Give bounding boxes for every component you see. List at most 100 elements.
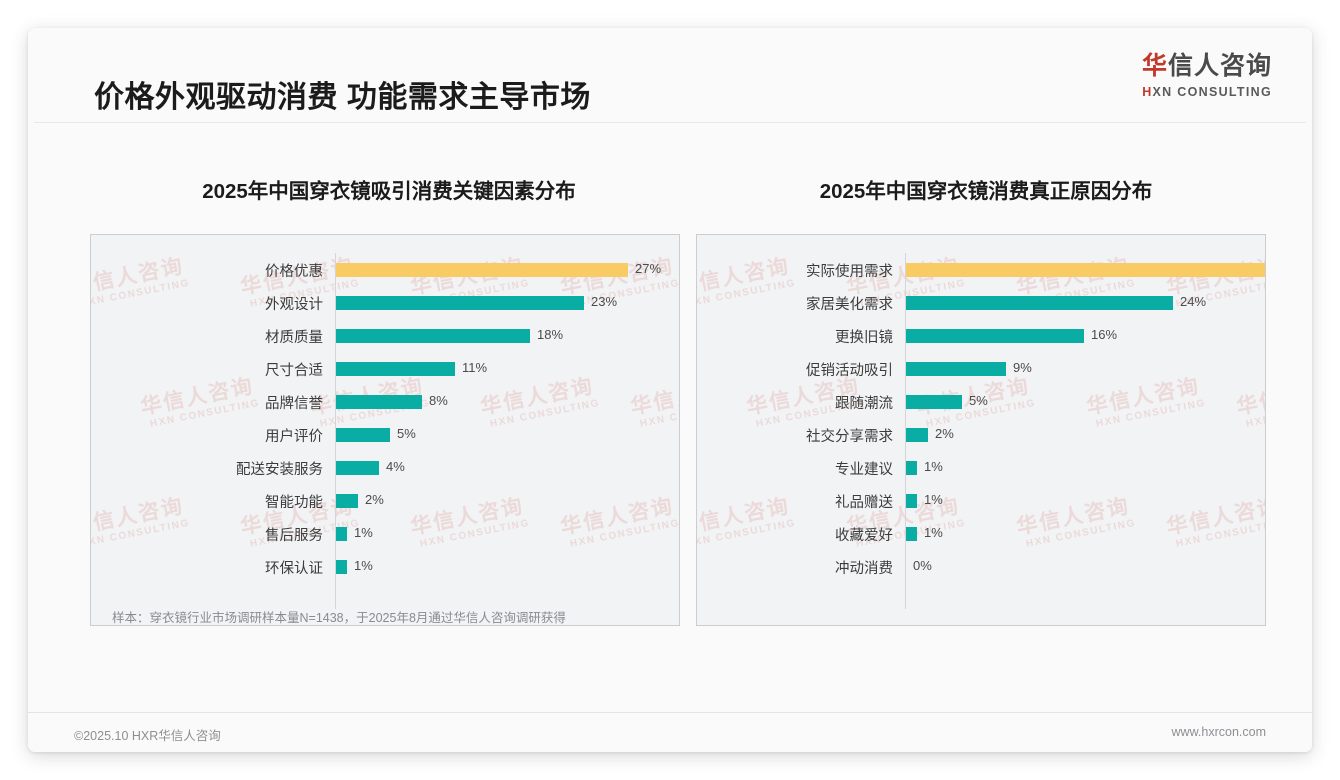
bar-category-label: 跟随潮流 (835, 396, 893, 412)
bar-value-label: 8% (429, 393, 448, 408)
bar-row: 用户评价 5% (91, 422, 679, 448)
bar-category-label: 社交分享需求 (806, 429, 893, 445)
bar-segment (336, 494, 358, 508)
bar-value-label: 16% (1091, 327, 1118, 342)
bar-row: 促销活动吸引 9% (697, 356, 1265, 382)
bar-row: 冲动消费 0% (697, 554, 1265, 580)
bar-category-label: 家居美化需求 (806, 297, 893, 313)
bar-segment (906, 461, 917, 475)
bar-segment (906, 494, 917, 508)
bar-row: 社交分享需求 2% (697, 422, 1265, 448)
bar-row: 收藏爱好 1% (697, 521, 1265, 547)
bar-category-label: 外观设计 (265, 297, 323, 313)
chart-title-right: 2025年中国穿衣镜消费真正原因分布 (819, 180, 1153, 203)
bar-row: 环保认证 1% (91, 554, 679, 580)
bar-category-label: 专业建议 (835, 462, 893, 478)
website-url[interactable]: www.hxrcon.com (1171, 725, 1266, 739)
bar-row: 材质质量 18% (91, 323, 679, 349)
bar-segment (906, 263, 1265, 277)
slide-footer: ©2025.10 HXR华信人咨询 www.hxrcon.com (28, 712, 1312, 752)
bar-row: 智能功能 2% (91, 488, 679, 514)
bar-category-label: 冲动消费 (835, 561, 893, 577)
bar-row: 更换旧镜 16% (697, 323, 1265, 349)
bar-value-label: 1% (354, 525, 373, 540)
bar-value-label: 1% (924, 459, 943, 474)
bar-row: 礼品赠送 1% (697, 488, 1265, 514)
bar-value-label: 1% (924, 525, 943, 540)
bar-chart-right: 实际使用需求41% 家居美化需求 24% 更换旧镜 16% 促销活动吸引 9% 跟随潮流 5% 社… (697, 235, 1265, 625)
chart-block-right: 2025年中国穿衣镜消费真正原因分布 华信人咨询 HXN CONSULTING 华信… (696, 174, 1266, 626)
bar-value-label: 11% (462, 360, 488, 375)
bar-category-label: 材质质量 (265, 330, 323, 346)
chart-block-left: 2025年中国穿衣镜吸引消费关键因素分布 华信人咨询 HXN CONSULTING… (90, 174, 680, 626)
bar-value-label: 5% (969, 393, 988, 408)
bar-segment (336, 296, 584, 310)
bar-row: 专业建议 1% (697, 455, 1265, 481)
bar-segment (336, 395, 422, 409)
bar-value-label: 27% (635, 261, 662, 276)
bar-row: 外观设计 23% (91, 290, 679, 316)
bar-category-label: 更换旧镜 (835, 330, 893, 346)
slide-canvas: 价格外观驱动消费 功能需求主导市场 华信人咨询 HXN CONSULTING 2… (28, 28, 1312, 752)
logo-chinese-text: 华信人咨询 (1142, 54, 1272, 79)
bar-row: 跟随潮流 5% (697, 389, 1265, 415)
bar-category-label: 品牌信誉 (265, 396, 323, 412)
bar-value-label: 5% (397, 426, 416, 441)
bar-row: 品牌信誉 8% (91, 389, 679, 415)
bar-segment (906, 362, 1006, 376)
bar-category-label: 智能功能 (265, 495, 323, 511)
bar-segment (336, 362, 455, 376)
bar-value-label: 2% (935, 426, 954, 441)
bar-category-label: 环保认证 (265, 561, 323, 577)
bar-category-label: 礼品赠送 (835, 495, 893, 511)
logo-english-text: HXN CONSULTING (1142, 86, 1272, 99)
bar-segment (336, 428, 390, 442)
bar-category-label: 价格优惠 (265, 264, 323, 280)
bar-value-label: 0% (913, 558, 932, 573)
bar-segment (336, 527, 347, 541)
bar-segment (336, 461, 379, 475)
sample-note: 样本：穿衣镜行业市场调研样本量N=1438，于2025年8月通过华信人咨询调研获… (112, 611, 566, 625)
bar-value-label: 1% (354, 558, 373, 573)
bar-chart-left: 价格优惠 27% 外观设计 23% 材质质量 18% 尺寸合适 11% 品牌信誉 8% 用户评价 5%… (91, 235, 679, 625)
bar-value-label: 24% (1180, 294, 1207, 309)
bar-segment (906, 329, 1084, 343)
header-divider (34, 122, 1306, 123)
chart-title-left: 2025年中国穿衣镜吸引消费关键因素分布 (202, 180, 576, 203)
bar-category-label: 促销活动吸引 (806, 363, 893, 379)
bar-category-label: 配送安装服务 (236, 462, 323, 478)
bar-value-label: 2% (365, 492, 384, 507)
bar-value-label: 1% (924, 492, 943, 507)
bar-value-label: 18% (537, 327, 564, 342)
slide-body: 2025年中国穿衣镜吸引消费关键因素分布 华信人咨询 HXN CONSULTING… (28, 122, 1312, 682)
bar-category-label: 尺寸合适 (265, 363, 323, 379)
bar-segment (906, 395, 962, 409)
logo-en-rest: XN CONSULTING (1152, 85, 1272, 99)
logo-chinese-rest: 信人咨询 (1167, 52, 1272, 80)
bar-row: 家居美化需求 24% (697, 290, 1265, 316)
bar-segment (906, 296, 1173, 310)
copyright-text: ©2025.10 HXR华信人咨询 (74, 729, 221, 743)
bar-category-label: 用户评价 (265, 429, 323, 445)
bar-segment (336, 560, 347, 574)
logo-en-accent: H (1142, 85, 1153, 99)
bar-segment (336, 329, 530, 343)
bar-row: 实际使用需求41% (697, 257, 1265, 283)
bar-segment (906, 527, 917, 541)
bar-row: 售后服务 1% (91, 521, 679, 547)
bar-category-label: 收藏爱好 (835, 528, 893, 544)
company-logo: 华信人咨询 HXN CONSULTING (1142, 54, 1272, 99)
bar-row: 尺寸合适 11% (91, 356, 679, 382)
bar-value-label: 4% (386, 459, 405, 474)
category-axis-right (905, 253, 906, 609)
page-title: 价格外观驱动消费 功能需求主导市场 (94, 81, 591, 114)
bar-category-label: 实际使用需求 (806, 264, 893, 280)
slide-header: 价格外观驱动消费 功能需求主导市场 华信人咨询 HXN CONSULTING (28, 28, 1312, 123)
bar-value-label: 9% (1013, 360, 1032, 375)
category-axis-left (335, 253, 336, 609)
bar-row: 价格优惠 27% (91, 257, 679, 283)
bar-segment (336, 263, 628, 277)
bar-row: 配送安装服务 4% (91, 455, 679, 481)
